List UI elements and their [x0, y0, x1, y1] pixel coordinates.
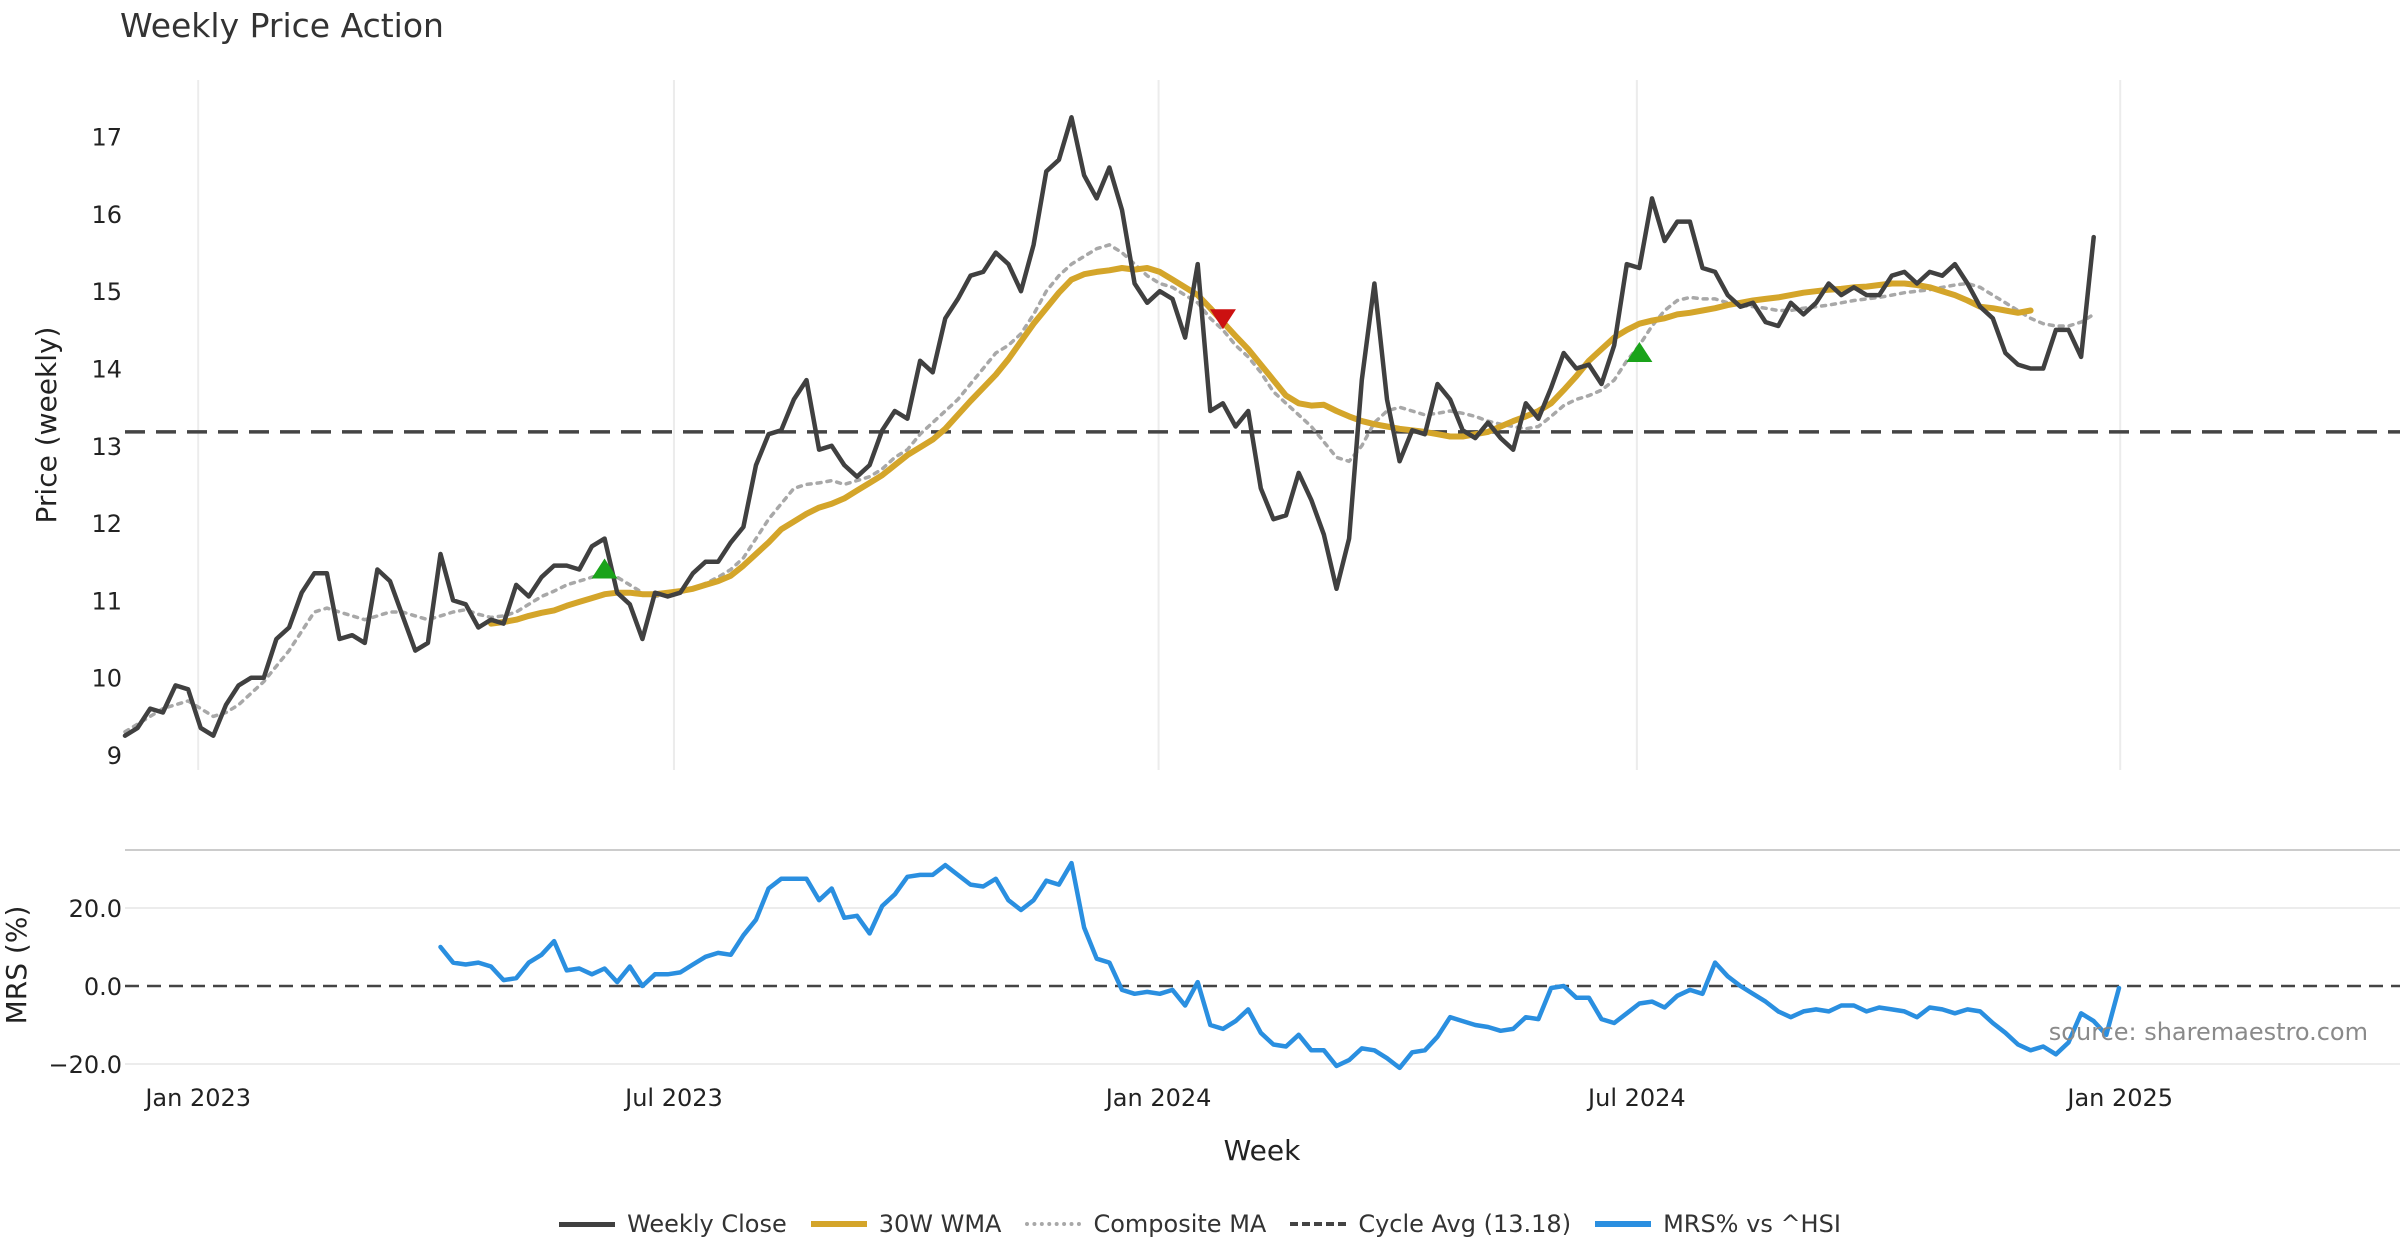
legend-label-cycle-avg: Cycle Avg (13.18): [1358, 1210, 1572, 1238]
chart-title: Weekly Price Action: [120, 6, 444, 45]
x-tick-label: Jul 2023: [623, 1084, 723, 1112]
legend-item-mrs: MRS% vs ^HSI: [1595, 1210, 1841, 1238]
price-y-tick-label: 9: [107, 742, 122, 770]
mrs-line: [438, 860, 2122, 1071]
mrs-y-axis-label: MRS (%): [0, 906, 33, 1025]
price-y-tick-label: 10: [91, 665, 122, 693]
legend-label-wma: 30W WMA: [878, 1210, 1002, 1238]
legend-item-weekly-close: Weekly Close: [559, 1210, 787, 1238]
price-y-tick-label: 13: [91, 433, 122, 461]
legend-label-mrs: MRS% vs ^HSI: [1663, 1210, 1841, 1238]
mrs-y-tick-label: 0.0: [84, 973, 122, 1001]
legend-item-cycle-avg: Cycle Avg (13.18): [1290, 1210, 1571, 1238]
price-y-tick-label: 15: [91, 278, 122, 306]
wma-30w-line: [488, 265, 2034, 627]
buy-signal-marker: [591, 558, 618, 579]
legend-swatch-wma: [810, 1221, 867, 1227]
x-tick-label: Jan 2025: [2065, 1084, 2173, 1112]
price-y-tick-label: 12: [91, 510, 122, 538]
mrs-y-tick-label: −20.0: [48, 1051, 122, 1079]
legend-label-composite: Composite MA: [1093, 1210, 1267, 1238]
legend-swatch-weekly-close: [559, 1221, 616, 1227]
price-y-tick-label: 11: [91, 587, 122, 615]
legend-label-weekly-close: Weekly Close: [627, 1210, 787, 1238]
price-y-axis-label: Price (weekly): [30, 327, 63, 524]
legend-item-wma: 30W WMA: [810, 1210, 1002, 1238]
price-y-tick-label: 14: [91, 356, 122, 384]
mrs-y-tick-label: 20.0: [69, 895, 122, 923]
source-note: source: sharemaestro.com: [2048, 1018, 2368, 1046]
price-y-tick-label: 17: [91, 124, 122, 152]
legend-item-composite: Composite MA: [1025, 1210, 1266, 1238]
sell-signal-marker: [1209, 309, 1236, 330]
legend: Weekly Close 30W WMA Composite MA Cycle …: [0, 1210, 2400, 1238]
legend-swatch-cycle-avg: [1290, 1222, 1347, 1226]
x-tick-label: Jan 2024: [1104, 1084, 1212, 1112]
x-axis-label: Week: [1224, 1134, 1301, 1167]
legend-swatch-mrs: [1595, 1221, 1652, 1227]
x-tick-label: Jul 2024: [1586, 1084, 1686, 1112]
legend-swatch-composite: [1025, 1222, 1082, 1226]
price-y-tick-label: 16: [91, 201, 122, 229]
weekly-close-line: [122, 115, 2096, 738]
buy-signal-marker: [1626, 342, 1653, 363]
composite-ma-line: [123, 243, 2096, 734]
x-tick-label: Jan 2023: [143, 1084, 251, 1112]
